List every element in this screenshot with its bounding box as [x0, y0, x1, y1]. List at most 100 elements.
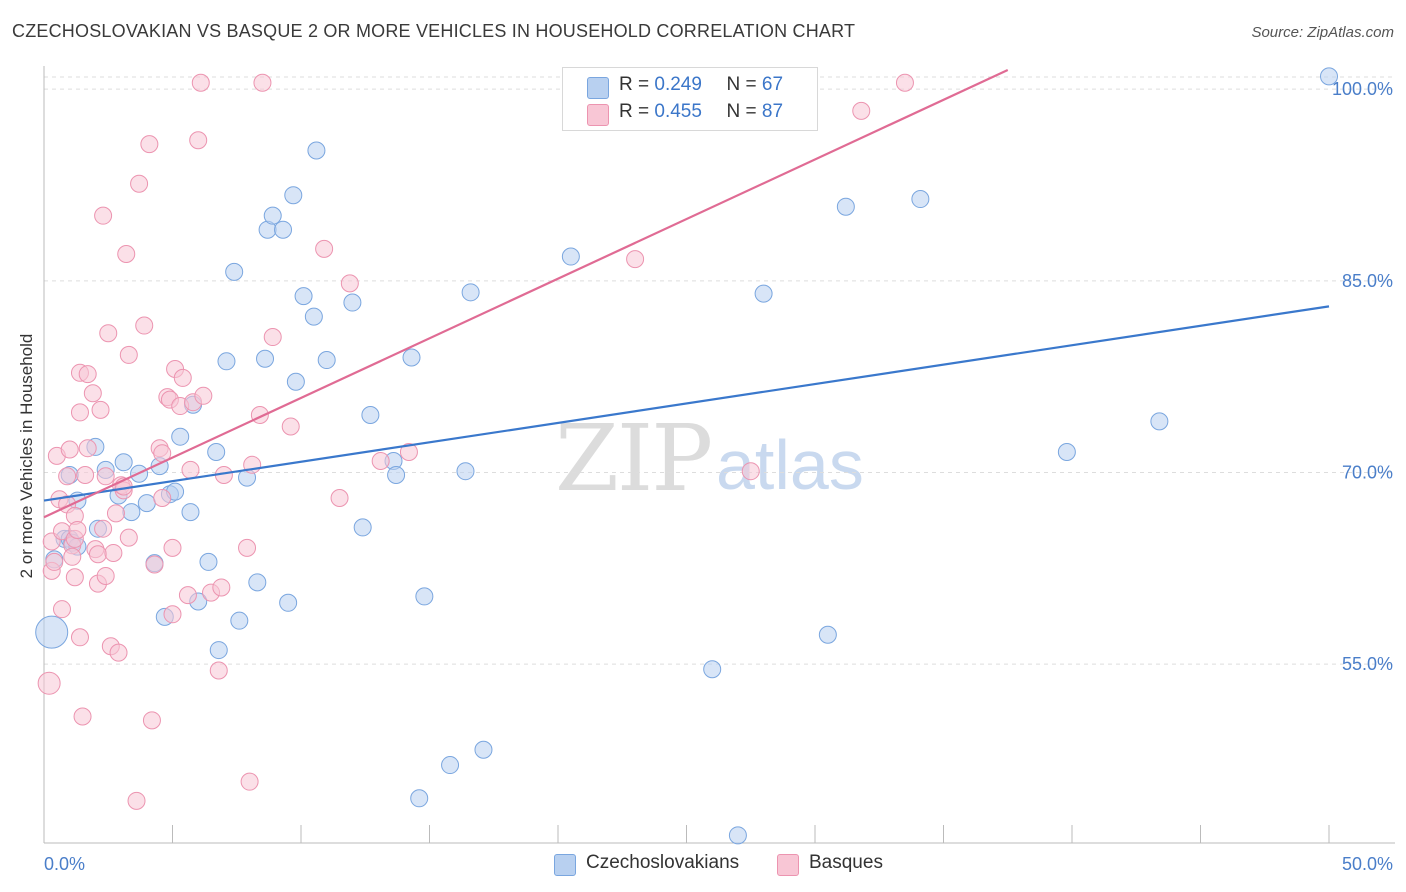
trend-line-basques	[43, 69, 1009, 519]
trend-line-czechoslovakians	[43, 305, 1330, 502]
data-point	[70, 628, 89, 647]
data-point	[96, 467, 115, 486]
data-point	[741, 462, 760, 481]
data-point	[78, 365, 97, 384]
legend-swatch-pink	[587, 104, 609, 126]
data-point	[99, 324, 118, 343]
data-point	[52, 600, 71, 619]
data-point	[78, 439, 97, 458]
data-point	[263, 328, 282, 347]
data-point	[45, 552, 64, 571]
y-tick-label: 100.0%	[1332, 79, 1393, 99]
data-point	[137, 494, 156, 513]
data-point	[238, 538, 257, 557]
data-point	[836, 197, 855, 216]
source-credit: Source: ZipAtlas.com	[1251, 24, 1394, 41]
data-point	[317, 351, 336, 370]
data-point	[70, 403, 89, 422]
data-point	[163, 538, 182, 557]
bottom-legend-label: Czechoslovakians	[586, 852, 740, 873]
data-point	[353, 518, 372, 537]
data-point	[415, 587, 434, 606]
legend-n-value: 87	[761, 101, 784, 122]
data-point	[153, 489, 172, 508]
data-point	[307, 141, 326, 160]
data-point	[217, 352, 236, 371]
data-point	[140, 135, 159, 154]
data-point	[178, 586, 197, 605]
watermark-atlas: atlas	[716, 426, 864, 504]
grid-lines	[44, 76, 1395, 665]
data-point	[284, 186, 303, 205]
stats-legend: R = 0.249 N = 67 R = 0.455 N = 87	[562, 67, 818, 131]
x-tick-label: 0.0%	[44, 854, 85, 874]
data-point	[281, 417, 300, 436]
data-point	[83, 384, 102, 403]
data-point	[1320, 67, 1338, 86]
legend-swatch-blue	[587, 77, 609, 99]
legend-n-label: N =	[726, 101, 757, 122]
data-point	[248, 573, 267, 592]
tick-labels: 55.0% 70.0% 85.0% 100.0% 0.0% 50.0%	[44, 79, 1393, 874]
data-point	[194, 386, 213, 405]
data-point	[35, 615, 69, 649]
data-point	[199, 552, 218, 571]
data-point	[104, 543, 123, 562]
y-tick-label: 55.0%	[1342, 654, 1393, 674]
data-point	[461, 283, 480, 302]
data-point	[1150, 412, 1169, 431]
bottom-legend-swatch-blue	[554, 854, 576, 876]
data-point	[145, 555, 164, 574]
data-point	[114, 453, 133, 472]
data-point	[279, 593, 298, 612]
data-point	[1057, 443, 1076, 462]
data-point	[127, 791, 146, 810]
data-point	[68, 520, 87, 539]
data-point	[73, 707, 92, 726]
data-point	[728, 826, 747, 845]
data-point	[209, 641, 228, 660]
data-point	[441, 756, 460, 775]
data-point	[399, 443, 418, 462]
data-point	[626, 250, 645, 269]
data-point	[109, 643, 128, 662]
bottom-legend-swatch-pink	[777, 854, 799, 876]
y-tick-label: 85.0%	[1342, 271, 1393, 291]
data-point	[122, 503, 141, 522]
data-point	[371, 451, 390, 470]
data-point	[387, 466, 406, 485]
y-tick-label: 70.0%	[1342, 462, 1393, 482]
legend-r-label: R =	[619, 74, 650, 95]
chart-title: CZECHOSLOVAKIAN VS BASQUE 2 OR MORE VEHI…	[12, 21, 856, 41]
data-point	[561, 247, 580, 266]
data-point	[456, 462, 475, 481]
data-point	[340, 274, 359, 293]
data-point	[212, 578, 231, 597]
data-point	[410, 789, 429, 808]
legend-r-value: 0.455	[654, 101, 702, 122]
series-basques	[37, 73, 914, 810]
data-point	[63, 547, 82, 566]
data-point	[402, 348, 421, 367]
data-point	[263, 206, 282, 225]
data-point	[207, 443, 226, 462]
legend-r-label: R =	[619, 101, 650, 122]
data-point	[130, 174, 149, 193]
data-point	[294, 287, 313, 306]
data-point	[60, 440, 79, 459]
data-point	[94, 519, 113, 538]
data-point	[191, 73, 210, 92]
data-point	[911, 190, 930, 209]
data-point	[181, 460, 200, 479]
data-point	[240, 772, 259, 791]
data-point	[119, 345, 138, 364]
series-czechoslovakians	[35, 67, 1338, 845]
legend-n-value: 67	[761, 74, 784, 95]
data-point	[361, 405, 380, 424]
data-point	[286, 372, 305, 391]
data-point	[703, 660, 722, 679]
watermark-zip: ZIP	[555, 405, 713, 512]
data-point	[852, 101, 871, 120]
data-point	[304, 307, 323, 326]
